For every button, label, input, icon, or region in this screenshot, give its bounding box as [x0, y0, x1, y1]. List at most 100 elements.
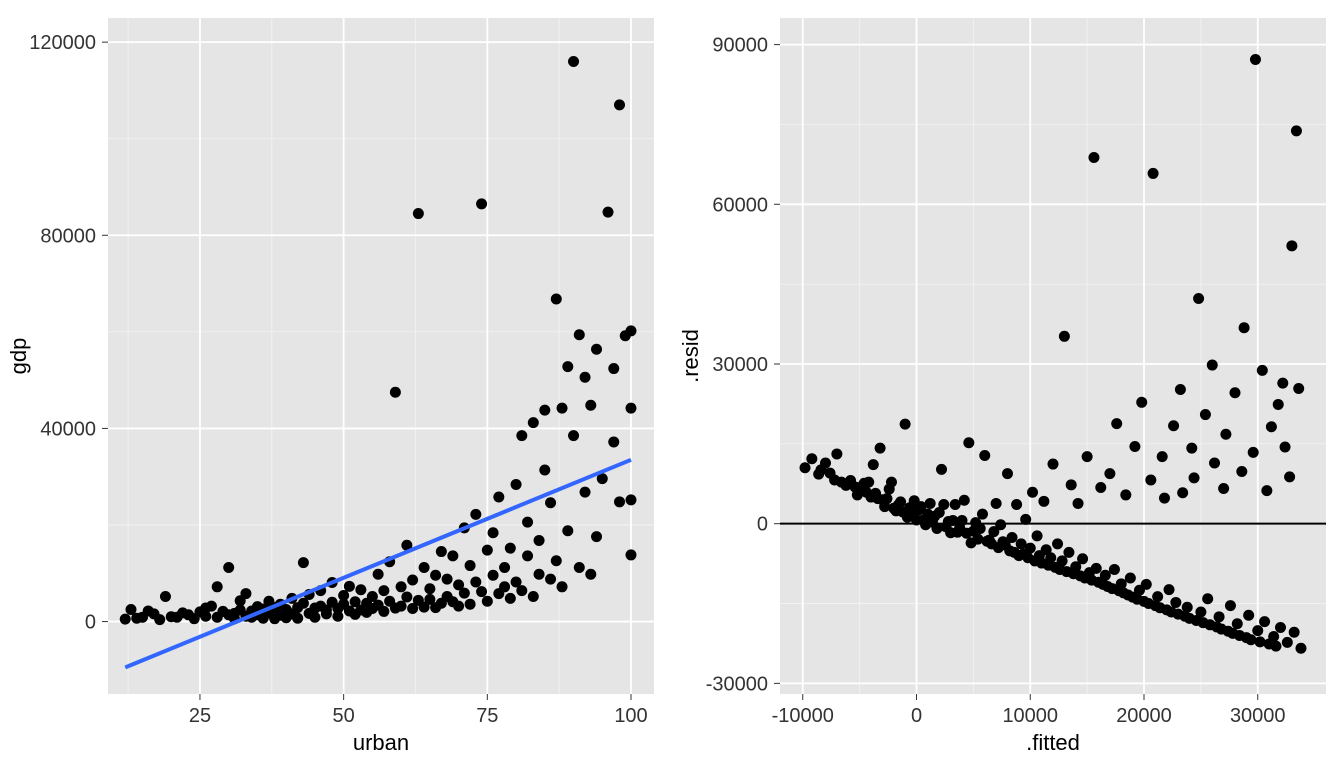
data-point: [886, 477, 897, 488]
data-point: [1280, 442, 1291, 453]
data-point: [1177, 487, 1188, 498]
data-point: [1245, 634, 1256, 645]
data-point: [1045, 552, 1056, 563]
data-point: [1286, 240, 1297, 251]
data-point: [465, 560, 476, 571]
data-point: [223, 562, 234, 573]
data-point: [608, 363, 619, 374]
data-point: [212, 581, 223, 592]
y-axis-label: .resid: [678, 329, 703, 383]
data-point: [470, 509, 481, 520]
data-point: [557, 403, 568, 414]
data-point: [545, 497, 556, 508]
data-point: [1225, 600, 1236, 611]
data-point: [488, 527, 499, 538]
data-point: [522, 550, 533, 561]
data-point: [528, 591, 539, 602]
data-point: [1020, 514, 1031, 525]
data-point: [488, 570, 499, 581]
data-point: [528, 417, 539, 428]
data-point: [545, 574, 556, 585]
data-point: [292, 613, 303, 624]
data-point: [1259, 616, 1270, 627]
data-point: [1275, 622, 1286, 633]
data-point: [1209, 457, 1220, 468]
data-point: [959, 495, 970, 506]
data-point: [344, 581, 355, 592]
data-point: [539, 464, 550, 475]
y-tick-label: 90000: [712, 35, 768, 57]
x-tick-label: 100: [614, 705, 647, 727]
data-point: [585, 400, 596, 411]
data-point: [539, 405, 550, 416]
data-point: [1032, 530, 1043, 541]
x-tick-label: -10000: [772, 705, 834, 727]
data-point: [1193, 293, 1204, 304]
data-point: [1282, 637, 1293, 648]
data-point: [1295, 643, 1306, 654]
data-point: [1136, 397, 1147, 408]
data-point: [154, 614, 165, 625]
data-point: [401, 591, 412, 602]
data-point: [591, 344, 602, 355]
data-point: [1125, 572, 1136, 583]
data-point: [447, 550, 458, 561]
x-tick-label: 25: [189, 705, 211, 727]
data-point: [1088, 152, 1099, 163]
data-point: [580, 372, 591, 383]
data-point: [863, 477, 874, 488]
y-tick-label: 0: [85, 612, 96, 634]
data-point: [1159, 493, 1170, 504]
data-point: [1257, 365, 1268, 376]
data-point: [995, 519, 1006, 530]
data-point: [1273, 399, 1284, 410]
x-tick-label: 50: [333, 705, 355, 727]
y-tick-label: 40000: [40, 418, 96, 440]
data-point: [806, 453, 817, 464]
y-tick-label: 0: [757, 514, 768, 536]
data-point: [396, 581, 407, 592]
data-point: [626, 403, 637, 414]
data-point: [936, 464, 947, 475]
chart-container: 25507510004000080000120000urbangdp -1000…: [0, 0, 1344, 768]
plot-background: [780, 18, 1326, 694]
data-point: [591, 531, 602, 542]
data-point: [1255, 636, 1266, 647]
data-point: [603, 207, 614, 218]
data-point: [562, 361, 573, 372]
data-point: [534, 569, 545, 580]
x-tick-label: 30000: [1230, 705, 1286, 727]
data-point: [1164, 584, 1175, 595]
data-point: [459, 588, 470, 599]
data-point: [979, 450, 990, 461]
data-point: [1182, 602, 1193, 613]
data-point: [200, 611, 211, 622]
data-point: [881, 493, 892, 504]
x-tick-label: 75: [476, 705, 498, 727]
data-point: [1157, 451, 1168, 462]
data-point: [626, 494, 637, 505]
data-point: [465, 599, 476, 610]
data-point: [390, 387, 401, 398]
data-point: [407, 575, 418, 586]
data-point: [522, 517, 533, 528]
data-point: [1261, 485, 1272, 496]
data-point: [574, 329, 585, 340]
data-point: [1152, 591, 1163, 602]
data-point: [568, 430, 579, 441]
data-point: [240, 588, 251, 599]
y-tick-label: 80000: [40, 225, 96, 247]
data-point: [1236, 466, 1247, 477]
data-point: [338, 590, 349, 601]
data-point: [396, 601, 407, 612]
data-point: [580, 487, 591, 498]
data-point: [1243, 610, 1254, 621]
data-point: [1202, 593, 1213, 604]
data-point: [436, 546, 447, 557]
data-point: [1038, 496, 1049, 507]
data-point: [1052, 538, 1063, 549]
data-point: [378, 585, 389, 596]
data-point: [900, 419, 911, 430]
data-point: [626, 325, 637, 336]
data-point: [1066, 479, 1077, 490]
